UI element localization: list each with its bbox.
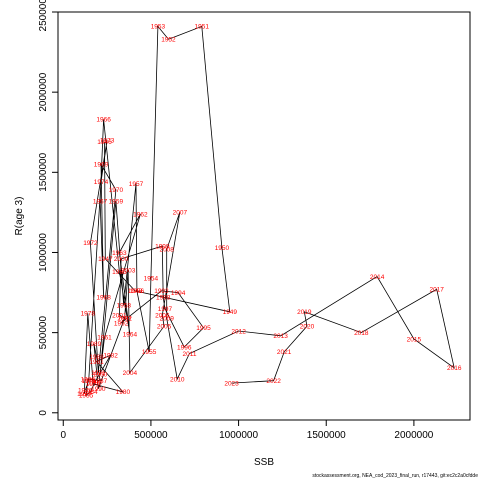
point-label-1961: 1961 [97, 335, 112, 342]
point-label-1998: 1998 [156, 295, 171, 302]
point-label-1949: 1949 [223, 309, 238, 316]
point-label-2018: 2018 [354, 330, 369, 337]
point-label-1989: 1989 [87, 341, 102, 348]
y-tick-label: 500000 [38, 316, 49, 350]
y-tick-label: 2500000 [38, 0, 49, 31]
point-label-1982: 1982 [103, 352, 118, 359]
point-label-1997: 1997 [158, 306, 173, 313]
point-label-1980: 1980 [116, 389, 131, 396]
point-labels: 1946 1947 1948 1949 1950 1951 1952 1953 1954 1955… [77, 24, 462, 400]
point-label-1966: 1966 [96, 117, 111, 124]
point-label-1999: 1999 [155, 243, 170, 250]
point-label-1954: 1954 [144, 275, 159, 282]
x-tick-label: 0 [60, 430, 66, 441]
point-label-1995: 1995 [196, 325, 211, 332]
x-tick-label: 500000 [134, 430, 168, 441]
y-tick-label: 1000000 [38, 233, 49, 272]
point-label-1993: 1993 [154, 288, 169, 295]
point-label-2020: 2020 [300, 324, 315, 331]
point-label-1967: 1967 [93, 198, 108, 205]
point-label-1968: 1968 [96, 295, 111, 302]
point-label-1970: 1970 [109, 187, 124, 194]
point-label-1952: 1952 [161, 37, 176, 44]
point-label-1990: 1990 [91, 386, 106, 393]
stock-recruitment-line [83, 25, 455, 397]
point-label-2014: 2014 [370, 274, 385, 281]
x-tick-label: 1500000 [307, 430, 346, 441]
point-label-2005: 2005 [157, 324, 172, 331]
x-tick-label: 1000000 [219, 430, 258, 441]
point-label-2017: 2017 [429, 287, 444, 294]
point-label-1962: 1962 [133, 211, 148, 218]
point-label-1965: 1965 [112, 269, 127, 276]
point-label-1959: 1959 [109, 198, 124, 205]
point-label-2006: 2006 [155, 312, 170, 319]
point-label-1978: 1978 [81, 311, 96, 318]
point-label-1991: 1991 [117, 316, 132, 323]
point-label-2001: 2001 [112, 312, 127, 319]
point-label-1979: 1979 [86, 381, 101, 388]
point-label-1950: 1950 [215, 245, 230, 252]
point-label-2023: 2023 [224, 380, 239, 387]
point-label-2002: 2002 [117, 316, 132, 323]
point-label-2013: 2013 [273, 333, 288, 340]
point-label-1957: 1957 [129, 181, 144, 188]
point-label-1988: 1988 [89, 354, 104, 361]
point-label-1977: 1977 [77, 391, 92, 398]
point-label-2015: 2015 [407, 336, 422, 343]
point-label-1958: 1958 [117, 303, 132, 310]
point-label-1975: 1975 [81, 378, 96, 385]
point-label-2019: 2019 [297, 309, 312, 316]
point-label-1983: 1983 [88, 380, 103, 387]
point-label-1946: 1946 [97, 139, 112, 146]
point-label-1985: 1985 [79, 392, 94, 399]
point-label-1948: 1948 [128, 288, 143, 295]
point-label-1976: 1976 [78, 388, 93, 395]
point-label-2004: 2004 [123, 370, 138, 377]
point-label-1947: 1947 [98, 256, 113, 263]
y-tick-label: 0 [38, 410, 49, 416]
point-label-2022: 2022 [266, 378, 281, 385]
point-label-1972: 1972 [83, 240, 98, 247]
point-label-1951: 1951 [195, 24, 210, 31]
point-label-1981: 1981 [89, 359, 104, 366]
point-label-2012: 2012 [231, 328, 246, 335]
point-label-2011: 2011 [182, 351, 196, 358]
point-label-2007: 2007 [173, 210, 188, 217]
axes: 0 500000 1000000 1500000 2000000 0 500000 10000… [38, 0, 471, 441]
point-label-2000: 2000 [114, 256, 129, 263]
point-label-1987: 1987 [93, 378, 108, 385]
point-label-1971: 1971 [91, 370, 106, 377]
y-tick-label: 1500000 [38, 152, 49, 191]
point-label-1973: 1973 [100, 138, 115, 145]
caption: stockassessment.org, NEA_cod_2023_final_… [312, 473, 478, 479]
point-label-2009: 2009 [159, 316, 174, 323]
point-label-1994: 1994 [171, 290, 186, 297]
point-label-2016: 2016 [447, 365, 462, 372]
point-label-1963: 1963 [112, 250, 127, 257]
point-label-1964: 1964 [123, 332, 138, 339]
point-label-1996: 1996 [177, 344, 192, 351]
point-label-1956: 1956 [130, 288, 145, 295]
y-tick-label: 2000000 [38, 72, 49, 111]
point-label-1969: 1969 [94, 162, 109, 169]
plot-frame [57, 11, 471, 421]
point-label-2021: 2021 [277, 349, 292, 356]
x-tick-label: 2000000 [394, 430, 433, 441]
point-label-1955: 1955 [142, 349, 157, 356]
point-label-2010: 2010 [170, 376, 185, 383]
point-label-2008: 2008 [159, 247, 174, 254]
y-axis-title: R(age 3) [14, 197, 25, 236]
point-label-1986: 1986 [81, 376, 96, 383]
series [83, 25, 455, 397]
point-label-1953: 1953 [151, 24, 166, 31]
x-axis-title: SSB [254, 457, 274, 468]
point-label-1960: 1960 [93, 372, 108, 379]
point-label-1992: 1992 [114, 320, 129, 327]
point-label-2003: 2003 [121, 267, 136, 274]
point-label-1974: 1974 [94, 179, 109, 186]
point-label-1984: 1984 [83, 389, 98, 396]
